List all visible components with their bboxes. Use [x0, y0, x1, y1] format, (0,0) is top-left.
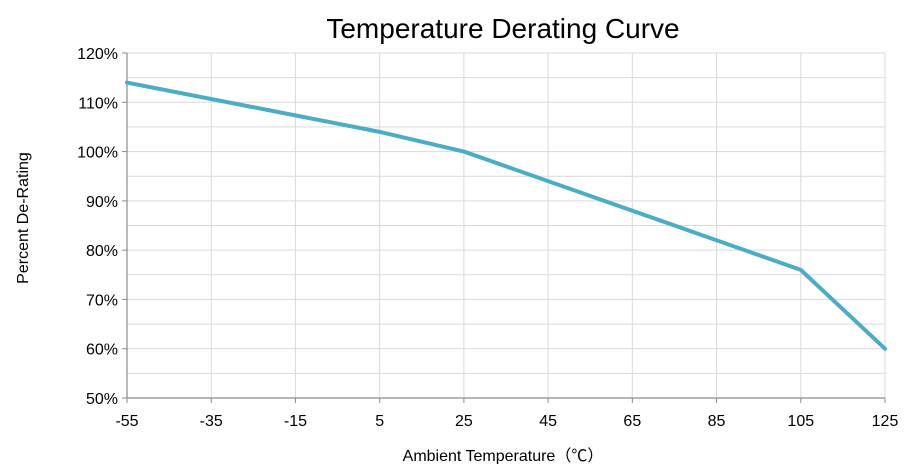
y-tick-label-1: 60% — [86, 342, 118, 359]
y-tick-label-4: 90% — [86, 194, 118, 211]
y-tick-label-2: 70% — [86, 292, 118, 309]
y-tick-label-7: 120% — [77, 46, 118, 63]
x-tick-label-7: 85 — [708, 413, 726, 430]
x-tick-label-3: 5 — [375, 413, 384, 430]
x-tick-label-9: 125 — [872, 413, 899, 430]
x-tick-label-8: 105 — [787, 413, 814, 430]
x-tick-label-1: -35 — [200, 413, 223, 430]
x-tick-label-0: -55 — [115, 413, 138, 430]
x-tick-label-5: 45 — [539, 413, 557, 430]
series-line-0 — [125, 80, 887, 351]
y-tick-label-6: 110% — [78, 95, 118, 112]
x-axis-label: Ambient Temperature（℃） — [403, 447, 604, 464]
axes — [122, 52, 886, 403]
x-tick-label-2: -15 — [284, 413, 307, 430]
series-layer — [125, 80, 887, 351]
y-tick-label-3: 80% — [86, 243, 118, 260]
x-tick-label-4: 25 — [455, 413, 473, 430]
y-axis-label: Percent De-Rating — [15, 152, 32, 284]
chart-title: Temperature Derating Curve — [326, 13, 679, 44]
x-tick-label-6: 65 — [623, 413, 641, 430]
grid-lines — [126, 52, 886, 399]
tick-labels: 50% 60% 70% 80% 90% 100% 110% 120% -55 -35 -15 5 25 4… — [77, 46, 898, 430]
y-tick-label-0: 50% — [86, 391, 118, 408]
y-tick-label-5: 100% — [77, 145, 118, 162]
